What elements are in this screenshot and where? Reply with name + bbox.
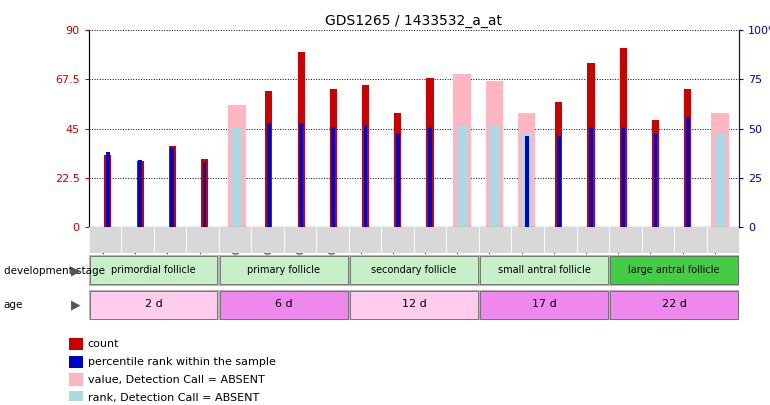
Bar <box>557 136 561 227</box>
Text: age: age <box>4 300 23 310</box>
Bar <box>136 161 144 227</box>
Bar <box>220 291 347 319</box>
Bar <box>715 134 725 227</box>
Bar <box>297 52 305 227</box>
Bar <box>138 160 142 227</box>
Bar <box>330 90 337 227</box>
Bar <box>427 79 434 227</box>
Bar <box>652 120 659 227</box>
Bar <box>517 113 535 227</box>
Text: ▶: ▶ <box>71 264 81 277</box>
Bar <box>684 90 691 227</box>
Bar <box>588 63 594 227</box>
Bar <box>69 391 83 404</box>
Bar <box>620 48 627 227</box>
Bar <box>169 146 176 227</box>
Bar <box>363 125 367 227</box>
Text: 22 d: 22 d <box>661 299 687 309</box>
Bar <box>350 256 477 284</box>
Bar <box>457 125 467 227</box>
Title: GDS1265 / 1433532_a_at: GDS1265 / 1433532_a_at <box>326 14 502 28</box>
Text: value, Detection Call = ABSENT: value, Detection Call = ABSENT <box>88 375 265 385</box>
Bar <box>232 127 242 227</box>
Bar <box>524 136 528 227</box>
Bar <box>428 127 432 227</box>
Bar <box>69 356 83 368</box>
Bar <box>69 338 83 350</box>
Bar <box>611 256 738 284</box>
Bar <box>267 123 271 227</box>
Bar <box>331 127 335 227</box>
Bar <box>486 81 504 227</box>
Bar <box>522 134 531 227</box>
Bar <box>90 291 217 319</box>
Bar <box>228 104 246 227</box>
Bar <box>589 127 593 227</box>
Text: 12 d: 12 d <box>401 299 427 309</box>
Bar <box>555 102 562 227</box>
Text: ▶: ▶ <box>71 298 81 311</box>
Bar <box>454 74 471 227</box>
Bar <box>104 155 112 227</box>
Text: small antral follicle: small antral follicle <box>497 265 591 275</box>
Text: 17 d: 17 d <box>531 299 557 309</box>
Text: primordial follicle: primordial follicle <box>112 265 196 275</box>
Text: percentile rank within the sample: percentile rank within the sample <box>88 357 276 367</box>
Text: rank, Detection Call = ABSENT: rank, Detection Call = ABSENT <box>88 392 259 403</box>
Bar <box>170 148 174 227</box>
Text: count: count <box>88 339 119 349</box>
Bar <box>480 256 608 284</box>
Bar <box>350 291 477 319</box>
Bar <box>203 162 206 227</box>
Bar <box>654 134 658 227</box>
Bar <box>611 291 738 319</box>
Bar <box>362 85 369 227</box>
Bar <box>621 127 625 227</box>
Bar <box>480 291 608 319</box>
Bar <box>300 123 303 227</box>
Text: large antral follicle: large antral follicle <box>628 265 720 275</box>
Text: development stage: development stage <box>4 266 105 275</box>
Bar <box>90 256 217 284</box>
Bar <box>201 159 208 227</box>
Bar <box>220 256 347 284</box>
Bar <box>711 113 728 227</box>
Bar <box>396 132 400 227</box>
Text: 2 d: 2 d <box>145 299 162 309</box>
Bar <box>106 152 110 227</box>
Bar <box>686 117 690 227</box>
Text: 6 d: 6 d <box>275 299 293 309</box>
Text: secondary follicle: secondary follicle <box>371 265 457 275</box>
Bar <box>266 92 273 227</box>
Bar <box>69 373 83 386</box>
Bar <box>394 113 401 227</box>
Bar <box>490 125 499 227</box>
Text: primary follicle: primary follicle <box>247 265 320 275</box>
